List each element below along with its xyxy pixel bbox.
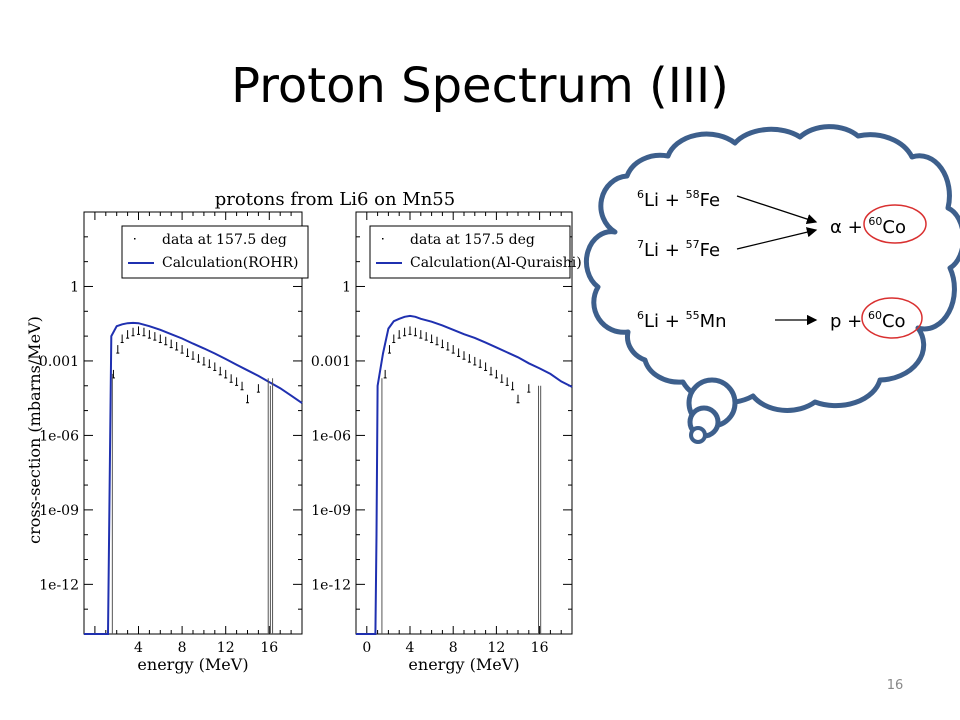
- slide-title: Proton Spectrum (III): [231, 58, 729, 114]
- x-tick-label: 0: [362, 640, 371, 656]
- bubble-cloud: [583, 124, 960, 413]
- y-tick-label: 0.001: [311, 354, 351, 370]
- product-proton-co60: p + 60Co: [830, 309, 906, 332]
- legend-entry: Calculation(ROHR): [162, 255, 298, 271]
- legend-marker-points: [134, 238, 136, 240]
- y-tick-label: 1e-06: [39, 428, 79, 444]
- y-tick-label: 1e-06: [311, 428, 351, 444]
- product-alpha-co60: α + 60Co: [830, 215, 906, 238]
- figure-title: protons from Li6 on Mn55: [215, 189, 455, 210]
- x-axis-label: energy (MeV): [408, 655, 519, 674]
- y-tick-label: 1e-12: [311, 577, 351, 593]
- bubble-trail-small: [689, 426, 707, 444]
- figure-ylabel: cross-section (mbarns/MeV): [25, 316, 44, 544]
- reaction-2: 7Li + 57Fe: [637, 238, 720, 261]
- y-tick-label: 1e-09: [39, 503, 79, 519]
- x-tick-label: 8: [178, 640, 187, 656]
- arrow-1: [736, 195, 818, 225]
- y-tick-label: 1: [342, 279, 351, 295]
- calculation-line: [84, 321, 303, 635]
- co60-highlight-2: [861, 297, 923, 339]
- calculation-line: [356, 314, 573, 635]
- y-tick-label: 1e-09: [311, 503, 351, 519]
- x-tick-label: 4: [134, 640, 143, 656]
- x-tick-label: 12: [487, 640, 505, 656]
- y-tick-label: 1e-12: [39, 577, 79, 593]
- reaction-1: 6Li + 58Fe: [637, 188, 720, 211]
- reaction-3: 6Li + 55Mn: [637, 309, 727, 332]
- slide-number: 16: [886, 678, 904, 693]
- thought-bubble: 6Li + 58Fe 7Li + 57Fe 6Li + 55Mn α + 60C…: [583, 124, 960, 444]
- co60-highlight-1: [863, 204, 927, 244]
- x-tick-label: 12: [217, 640, 235, 656]
- left-chart-panel: 1 0.001 1e-06 1e-09 1e-12 4 8 12 16 energy (MeV) d…: [39, 211, 309, 674]
- x-tick-label: 8: [449, 640, 458, 656]
- x-tick-label: 16: [260, 640, 278, 656]
- x-tick-label: 16: [531, 640, 549, 656]
- legend-box: [121, 225, 309, 279]
- legend-entry: Calculation(Al-Quraishi): [410, 255, 582, 271]
- legend-entry: data at 157.5 deg: [410, 232, 535, 248]
- y-tick-label: 1: [70, 279, 79, 295]
- right-chart-panel: 1 0.001 1e-06 1e-09 1e-12 0 4 8 12 16 energy (MeV)…: [311, 211, 582, 674]
- arrow-2: [736, 227, 818, 250]
- legend-marker-points: [382, 238, 384, 240]
- x-axis-label: energy (MeV): [137, 655, 248, 674]
- legend-box: [369, 225, 571, 279]
- x-tick-label: 4: [406, 640, 415, 656]
- y-tick-label: 0.001: [39, 354, 79, 370]
- legend-entry: data at 157.5 deg: [162, 232, 287, 248]
